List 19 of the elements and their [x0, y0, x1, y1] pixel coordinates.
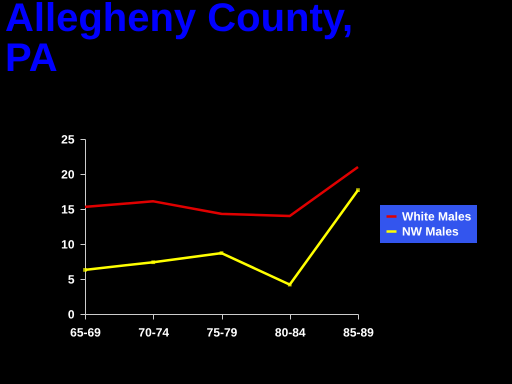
chart-title: Allegheny County, PA	[5, 0, 354, 80]
x-tick-label: 65-69	[70, 326, 102, 340]
y-tick-label: 0	[68, 308, 75, 322]
y-tick-label: 10	[61, 238, 75, 252]
line-series	[84, 166, 360, 218]
x-tick-label: 75-79	[206, 326, 238, 340]
y-tick-label: 25	[61, 132, 75, 146]
y-tick-label: 15	[61, 202, 75, 216]
x-tick-label: 70-74	[138, 326, 170, 340]
legend-label: White Males	[402, 210, 472, 224]
x-tick-label: 80-84	[274, 326, 306, 340]
point	[83, 268, 87, 272]
point	[288, 282, 292, 286]
y-tick-label: 5	[68, 272, 75, 286]
x-tick-label: 85-89	[343, 326, 374, 340]
point	[220, 251, 224, 255]
y-tick-label: 20	[61, 168, 75, 182]
legend-label: NW Males	[402, 224, 460, 238]
point	[356, 188, 360, 192]
